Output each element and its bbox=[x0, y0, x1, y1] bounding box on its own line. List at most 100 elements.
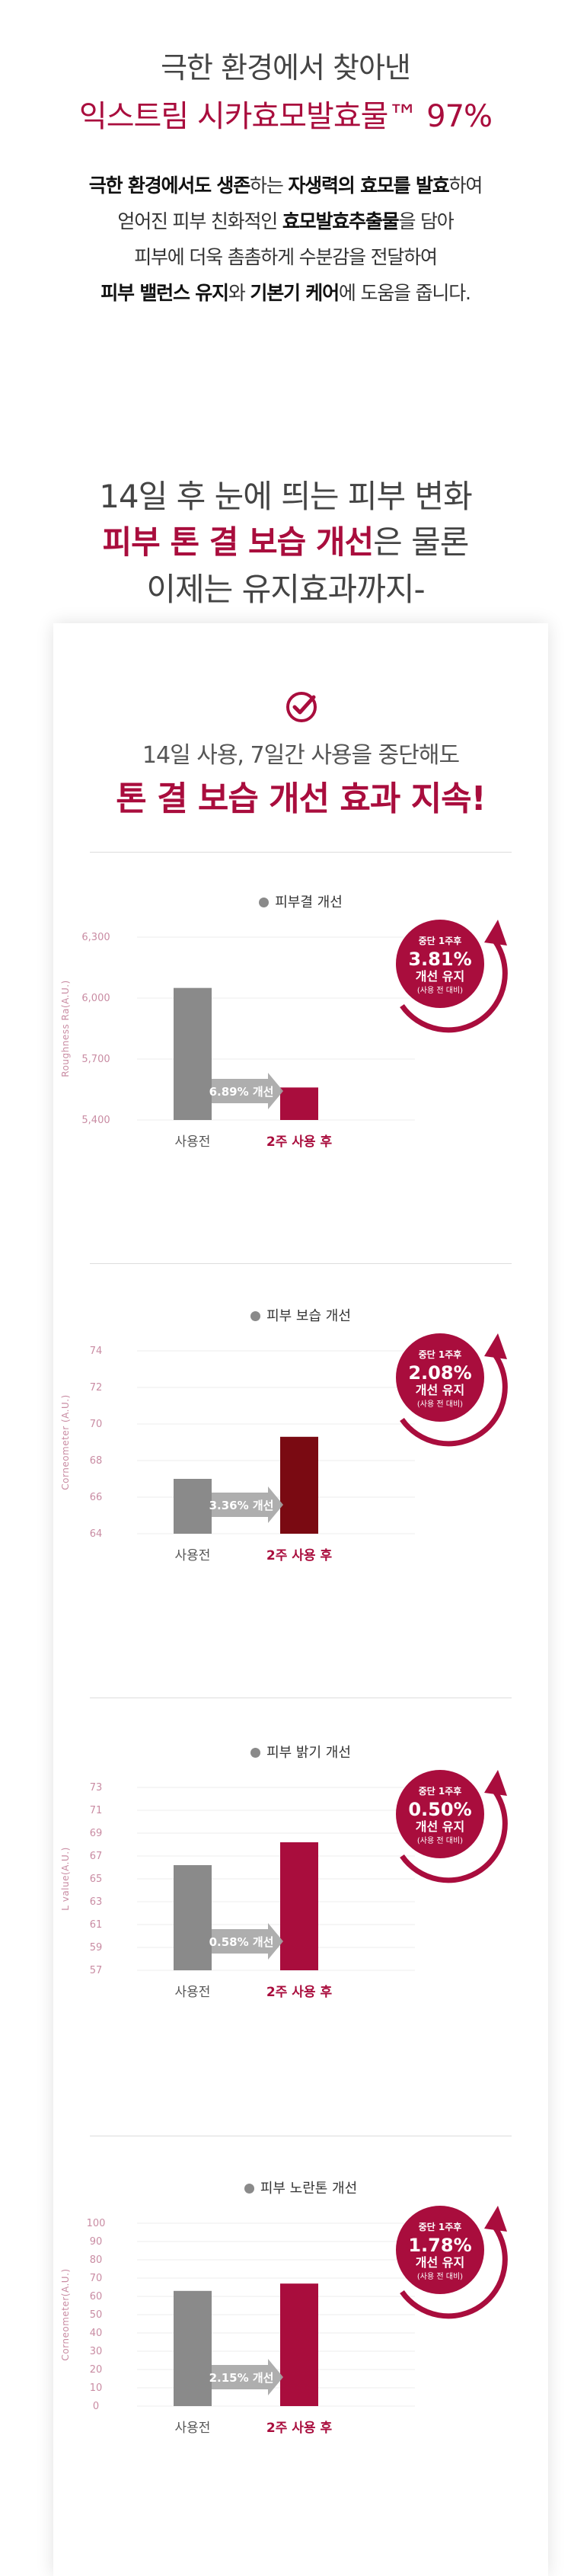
bar-before bbox=[174, 2290, 212, 2406]
improvement-arrow-icon bbox=[212, 1923, 283, 1960]
badge-line3: 개선 유지 bbox=[416, 969, 464, 984]
chart-title: 피부결 개선 bbox=[53, 891, 548, 911]
badge-value: 1.78% bbox=[408, 2235, 471, 2256]
y-tick-label: 6,000 bbox=[81, 993, 110, 1004]
badge-arc bbox=[400, 1790, 508, 1883]
badge-value: 3.81% bbox=[408, 949, 471, 970]
intro-subtitle: 익스트림 시카효모발효물™ 97% bbox=[78, 99, 493, 134]
badge-circle bbox=[396, 920, 484, 1008]
bar-after bbox=[280, 1436, 318, 1534]
chart-title: 피부 보습 개선 bbox=[53, 1305, 548, 1325]
y-tick-label: 72 bbox=[90, 1382, 103, 1394]
improvement-label: 2.15% 개선 bbox=[209, 2371, 274, 2385]
bar-before bbox=[174, 1865, 212, 1970]
badge-arc bbox=[400, 2226, 508, 2319]
bar-before bbox=[174, 987, 212, 1120]
result-heading-line1: 14일 후 눈에 띄는 피부 변화 bbox=[99, 478, 473, 515]
y-tick-label: 0 bbox=[93, 2401, 99, 2412]
badge-value: 0.50% bbox=[408, 1799, 471, 1820]
y-tick-label: 63 bbox=[90, 1896, 103, 1908]
improvement-arrow-icon bbox=[212, 1073, 283, 1109]
check-circle-icon bbox=[286, 692, 317, 722]
x-category-label: 사용전 bbox=[175, 1134, 211, 1150]
intro-title: 극한 환경에서 찾아낸 bbox=[161, 51, 411, 85]
chart-svg: L value(A.U.) 73 71 69 67 65 63 61 59 57 사용전 2주 사용 … bbox=[60, 1770, 508, 2000]
y-tick-label: 90 bbox=[90, 2236, 103, 2248]
arrow-up-icon bbox=[484, 2206, 507, 2232]
badge-line1: 중단 1주후 bbox=[419, 935, 462, 946]
result-heading-line2: 피부 톤 결 보습 개선은 물론 bbox=[0, 517, 571, 563]
y-tick-label: 30 bbox=[90, 2346, 103, 2357]
intro-body-text: 하여 bbox=[448, 174, 483, 197]
improvement-arrow-icon bbox=[212, 1486, 283, 1523]
bullet-dot-icon bbox=[244, 2184, 254, 2194]
bullet-dot-icon bbox=[259, 898, 270, 907]
y-tick-label: 5,400 bbox=[81, 1115, 110, 1126]
badge-arc bbox=[400, 939, 508, 1033]
intro-body-text: 와 bbox=[228, 282, 250, 304]
y-tick-label: 70 bbox=[90, 1419, 103, 1430]
chart-svg: Corneometer (A.U.) 74 72 70 68 66 64 사용전 2주 사용 후… bbox=[60, 1333, 508, 1563]
x-category-label: 2주 사용 후 bbox=[266, 1984, 333, 2000]
x-category-label: 사용전 bbox=[175, 1985, 211, 2000]
intro-body-line: 피부에 더욱 촘촘하게 수분감을 전달하여 bbox=[0, 239, 571, 275]
intro-body-bold: 기본기 케어 bbox=[250, 282, 340, 304]
result-heading-line3: 이제는 유지효과까지- bbox=[146, 571, 425, 608]
intro-body-text: 피부에 더욱 촘촘하게 수분감을 전달하여 bbox=[134, 246, 438, 268]
y-tick-label: 73 bbox=[90, 1782, 103, 1794]
bar-after bbox=[280, 1842, 318, 1970]
y-tick-label: 64 bbox=[90, 1528, 103, 1540]
y-tick-label: 74 bbox=[90, 1346, 103, 1357]
y-tick-label: 66 bbox=[90, 1492, 103, 1503]
intro-body-text: 하는 bbox=[250, 174, 289, 197]
y-tick-label: 10 bbox=[90, 2382, 103, 2394]
improvement-label: 0.58% 개선 bbox=[209, 1935, 274, 1949]
intro-body-line: 극한 환경에서도 생존하는 자생력의 효모를 발효하여 bbox=[0, 168, 571, 203]
badge-line1: 중단 1주후 bbox=[419, 1349, 462, 1360]
intro-body-bold: 극한 환경에서도 생존 bbox=[88, 174, 250, 197]
intro-body-text: 얻어진 피부 친화적인 bbox=[117, 210, 282, 232]
intro-body-line: 얻어진 피부 친화적인 효모발효추출물을 담아 bbox=[0, 203, 571, 239]
y-tick-label: 6,300 bbox=[81, 932, 110, 943]
badge-line4: (사용 전 대비) bbox=[417, 1836, 463, 1845]
result-heading-highlight: 피부 톤 결 보습 개선 bbox=[102, 523, 375, 561]
arrow-up-icon bbox=[484, 1333, 507, 1359]
x-category-label: 2주 사용 후 bbox=[266, 1547, 333, 1563]
badge-circle bbox=[396, 1770, 484, 1858]
chart-title-text: 피부 노란톤 개선 bbox=[260, 2181, 358, 2197]
chart-title-text: 피부 보습 개선 bbox=[266, 1308, 351, 1324]
badge-line4: (사용 전 대비) bbox=[417, 986, 463, 995]
badge-circle bbox=[396, 2206, 484, 2294]
bullet-dot-icon bbox=[250, 1311, 261, 1321]
y-tick-label: 40 bbox=[90, 2328, 103, 2339]
bar-after bbox=[280, 1087, 318, 1120]
divider bbox=[90, 1263, 512, 1264]
intro-body: 극한 환경에서도 생존하는 자생력의 효모를 발효하여 얻어진 피부 친화적인 효… bbox=[0, 168, 571, 311]
y-tick-label: 20 bbox=[90, 2364, 103, 2376]
intro-body-bold: 피부 밸런스 유지 bbox=[100, 282, 229, 304]
y-axis-label: Corneometer (A.U.) bbox=[60, 1394, 71, 1490]
y-tick-label: 67 bbox=[90, 1851, 103, 1862]
badge-line1: 중단 1주후 bbox=[419, 2221, 462, 2232]
y-tick-label: 50 bbox=[90, 2309, 103, 2321]
intro-body-bold: 자생력의 효모를 발효 bbox=[288, 174, 449, 197]
badge-arc bbox=[400, 1353, 508, 1447]
y-tick-label: 5,700 bbox=[81, 1054, 110, 1065]
y-tick-label: 65 bbox=[90, 1874, 103, 1885]
chart-yellowness: 피부 노란톤 개선 Corneometer(A.U.) 100 90 80 70 60 50 4… bbox=[53, 2178, 548, 2436]
chart-brightness: 피부 밝기 개선 L value(A.U.) 73 71 69 67 65 63 61 59 57 사… bbox=[53, 1742, 548, 2000]
card-caption: 14일 사용, 7일간 사용을 중단해도 bbox=[142, 742, 460, 769]
x-category-label: 2주 사용 후 bbox=[266, 1134, 333, 1150]
x-category-label: 2주 사용 후 bbox=[266, 2420, 333, 2436]
y-tick-label: 61 bbox=[90, 1919, 103, 1931]
y-axis-label: Roughness Ra(A.U.) bbox=[60, 980, 71, 1077]
chart-title-text: 피부결 개선 bbox=[275, 894, 343, 910]
y-axis-label: Corneometer(A.U.) bbox=[60, 2268, 71, 2360]
chart-svg: Roughness Ra(A.U.) 6,300 6,000 5,700 5,400 사용… bbox=[60, 920, 508, 1150]
y-tick-label: 100 bbox=[87, 2218, 106, 2229]
result-card: 14일 사용, 7일간 사용을 중단해도 톤 결 보습 개선 효과 지속! 피부… bbox=[53, 623, 548, 2576]
bar-after bbox=[280, 2283, 318, 2406]
badge-line3: 개선 유지 bbox=[416, 2255, 464, 2270]
intro-body-line: 피부 밸런스 유지와 기본기 케어에 도움을 줍니다. bbox=[0, 275, 571, 311]
intro-body-text: 을 담아 bbox=[398, 210, 454, 232]
